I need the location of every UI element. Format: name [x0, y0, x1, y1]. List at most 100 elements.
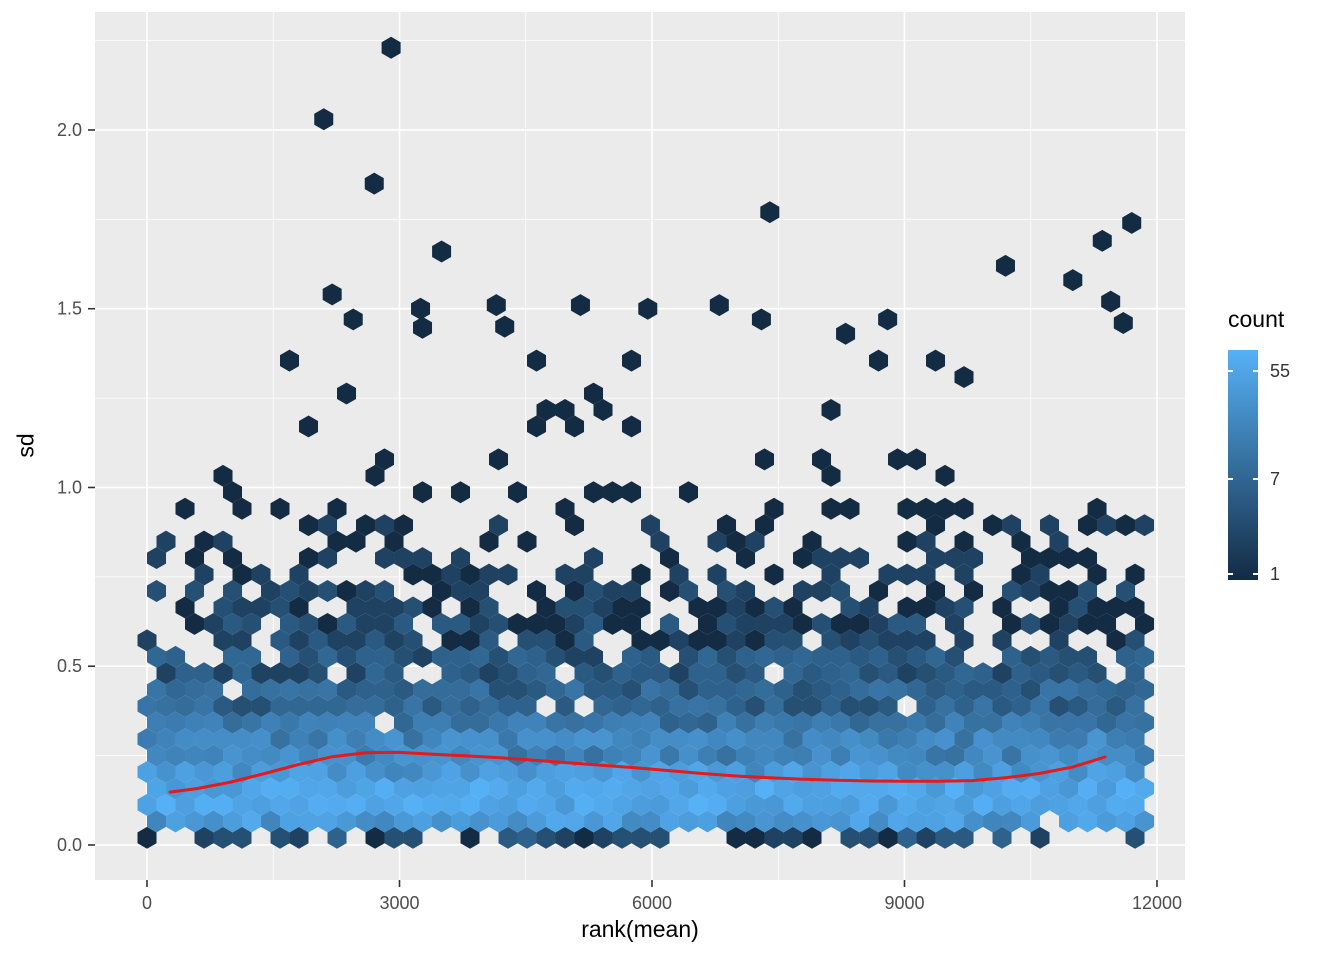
hex-cell	[736, 777, 756, 800]
hex-cell	[346, 761, 366, 783]
hex-cell	[232, 793, 252, 816]
hex-cell	[850, 645, 870, 668]
hex-cell	[1087, 695, 1107, 718]
hex-cell	[356, 744, 376, 767]
hex-cell	[603, 678, 623, 701]
hex-cell	[232, 629, 252, 652]
hex-cell	[631, 793, 651, 816]
hex-cell	[147, 580, 167, 602]
hex-cell	[935, 695, 955, 718]
hex-cell	[869, 744, 889, 767]
hex-cell	[185, 744, 205, 767]
hex-cell	[1002, 744, 1022, 767]
hex-cell	[897, 826, 917, 849]
hex-cell	[631, 596, 651, 619]
hex-cell	[1087, 563, 1107, 586]
hex-cell	[945, 744, 965, 767]
hex-cell	[517, 793, 537, 816]
hex-cell	[964, 810, 984, 833]
hex-cell	[574, 629, 594, 652]
hex-cell	[413, 810, 433, 833]
hex-cell	[983, 777, 1003, 800]
hex-cell	[793, 744, 813, 767]
hex-cell	[1049, 793, 1069, 816]
hex-cell	[1040, 777, 1060, 800]
hex-cell	[859, 629, 879, 652]
hex-cell	[156, 761, 176, 783]
hex-cell	[194, 695, 214, 718]
hex-cell	[346, 728, 366, 751]
hex-cell	[460, 761, 480, 783]
hex-cell	[945, 612, 965, 635]
hex-cell	[555, 497, 575, 520]
hex-cell	[565, 580, 585, 602]
hex-cell	[280, 744, 300, 767]
hex-cell	[954, 695, 974, 718]
hex-cell	[783, 662, 803, 685]
hex-cell	[517, 530, 537, 553]
hex-cell	[194, 728, 214, 751]
hex-cell	[736, 580, 756, 602]
hex-cell	[774, 678, 794, 701]
hex-cell	[612, 596, 632, 619]
hex-cell	[251, 662, 271, 685]
hex-cell	[555, 761, 575, 783]
hex-cell	[584, 645, 604, 668]
hex-cell	[1135, 645, 1155, 668]
hex-cell	[327, 793, 347, 816]
hex-cell	[992, 826, 1012, 849]
hex-cell	[831, 580, 851, 602]
hex-cell	[603, 744, 623, 767]
hex-cell	[574, 662, 594, 685]
hex-cell	[337, 810, 357, 833]
hex-cell	[650, 530, 670, 553]
hex-cell	[707, 695, 727, 718]
hex-cell	[916, 728, 936, 751]
hex-cell	[717, 612, 737, 635]
hex-cell	[1116, 810, 1136, 833]
hex-cell	[441, 563, 461, 586]
hex-cell	[517, 826, 537, 849]
hex-cell	[527, 612, 547, 635]
hex-cell	[555, 793, 575, 816]
hex-cell	[660, 678, 680, 701]
hex-cell	[850, 612, 870, 635]
hex-cell	[432, 240, 452, 263]
hex-cell	[498, 662, 518, 685]
hex-cell	[375, 777, 395, 800]
hex-cell	[1078, 678, 1098, 701]
hex-cell	[270, 695, 290, 718]
hex-cell	[755, 678, 775, 701]
hex-cell	[622, 777, 642, 800]
hex-cell	[261, 810, 281, 833]
hex-cell	[660, 612, 680, 635]
hex-cell	[812, 448, 832, 471]
hex-cell	[479, 695, 499, 718]
hex-cell	[669, 662, 689, 685]
hex-cell	[422, 695, 442, 718]
hex-cell	[1097, 744, 1117, 767]
hex-cell	[793, 678, 813, 701]
hex-cell	[213, 695, 233, 718]
hex-cell	[1125, 629, 1145, 652]
hex-cell	[318, 612, 338, 635]
hex-cell	[147, 645, 167, 668]
hex-cell	[166, 678, 186, 701]
hex-cell	[489, 810, 509, 833]
hex-cell	[1116, 514, 1136, 537]
hex-cell	[194, 563, 214, 586]
hex-cell	[479, 728, 499, 751]
hex-cell	[318, 810, 338, 833]
hex-cell	[441, 728, 461, 751]
hex-cell	[584, 711, 604, 734]
hex-cell	[451, 645, 471, 668]
hex-cell	[451, 580, 471, 602]
hex-cell	[1125, 793, 1145, 816]
hex-cell	[802, 530, 822, 553]
hex-cell	[451, 481, 471, 504]
hex-cell	[850, 711, 870, 734]
hex-cell	[223, 580, 243, 602]
hex-cell	[1087, 596, 1107, 619]
hex-cell	[470, 711, 490, 734]
hex-cell	[679, 711, 699, 734]
